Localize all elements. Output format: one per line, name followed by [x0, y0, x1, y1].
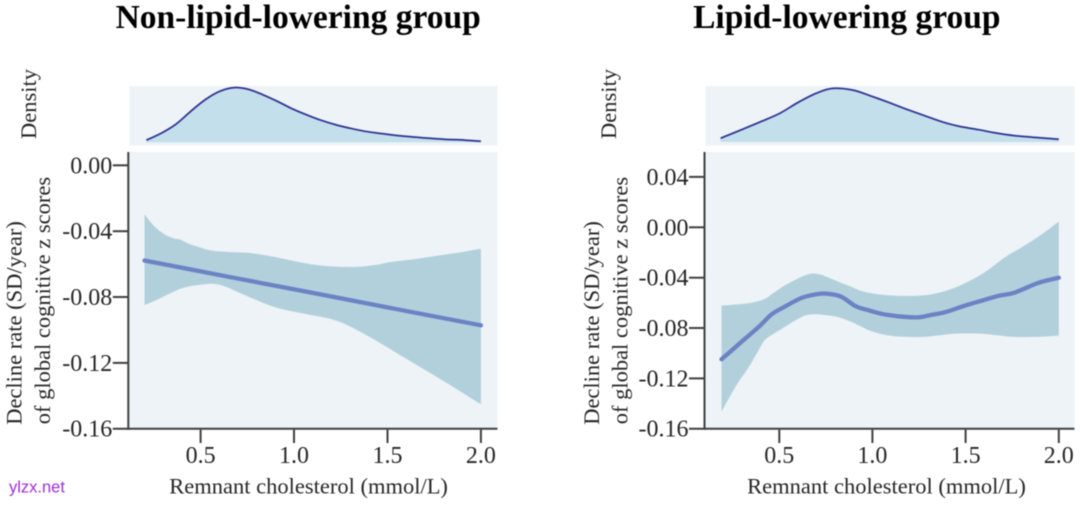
svg-text:1.5: 1.5: [373, 443, 403, 469]
svg-text:2.0: 2.0: [466, 443, 496, 469]
svg-text:Remnant cholesterol (mmol/L): Remnant cholesterol (mmol/L): [169, 474, 448, 499]
svg-text:1.5: 1.5: [951, 443, 981, 469]
svg-text:-0.12: -0.12: [639, 366, 689, 392]
svg-text:-0.16: -0.16: [62, 417, 112, 443]
svg-text:-0.08: -0.08: [62, 285, 112, 311]
svg-text:-0.04: -0.04: [639, 266, 689, 292]
svg-text:of global cognitive z scores: of global cognitive z scores: [607, 177, 632, 424]
svg-text:-0.12: -0.12: [62, 351, 112, 377]
svg-text:0.5: 0.5: [764, 443, 794, 469]
svg-text:ylzx.net: ylzx.net: [9, 479, 65, 497]
svg-text:of global cognitive z scores: of global cognitive z scores: [30, 177, 55, 424]
svg-text:Remnant cholesterol (mmol/L): Remnant cholesterol (mmol/L): [747, 474, 1026, 499]
svg-text:0.04: 0.04: [647, 165, 689, 191]
svg-text:0.00: 0.00: [647, 215, 689, 241]
svg-text:Non-lipid-lowering group: Non-lipid-lowering group: [116, 0, 481, 36]
svg-text:1.0: 1.0: [279, 443, 309, 469]
svg-text:Density: Density: [16, 68, 41, 139]
svg-text:-0.04: -0.04: [62, 219, 112, 245]
svg-text:-0.08: -0.08: [639, 316, 689, 342]
svg-text:Lipid-lowering group: Lipid-lowering group: [693, 0, 1000, 36]
svg-text:Density: Density: [596, 68, 621, 139]
svg-text:0.00: 0.00: [70, 153, 112, 179]
svg-text:Decline rate (SD/year): Decline rate (SD/year): [579, 221, 604, 425]
svg-text:1.0: 1.0: [857, 443, 887, 469]
svg-text:-0.16: -0.16: [639, 417, 689, 443]
svg-text:0.5: 0.5: [186, 443, 216, 469]
svg-text:Decline rate (SD/year): Decline rate (SD/year): [2, 221, 27, 425]
svg-text:2.0: 2.0: [1044, 443, 1074, 469]
